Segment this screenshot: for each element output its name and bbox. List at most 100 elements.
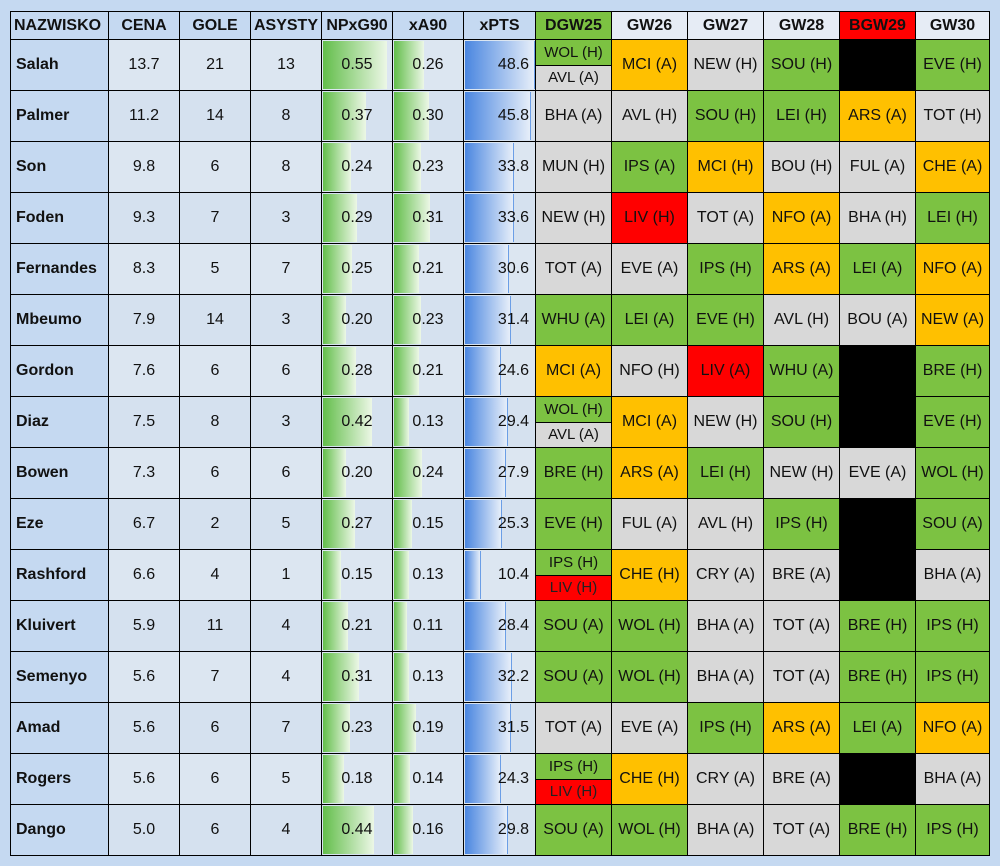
fixture-cell: WHU (A) [763, 345, 840, 397]
xpts-cell-value: 33.8 [497, 158, 530, 175]
fixture-cell: TOT (A) [535, 243, 612, 295]
fixture-cell: TOT (A) [687, 192, 764, 244]
npxg90-cell: 0.25 [321, 243, 393, 295]
fixture-cell: EVE (H) [915, 39, 990, 91]
goals-cell: 21 [179, 39, 251, 91]
npxg90-cell: 0.31 [321, 651, 393, 703]
xpts-cell: 33.8 [463, 141, 536, 193]
goals-cell: 11 [179, 600, 251, 652]
fixture-cell: BHA (A) [915, 753, 990, 805]
xa90-cell: 0.26 [392, 39, 464, 91]
npxg90-cell-value: 0.20 [341, 464, 373, 481]
xa90-cell: 0.24 [392, 447, 464, 499]
npxg90-cell-bar [323, 92, 367, 140]
xpts-cell: 24.6 [463, 345, 536, 397]
xpts-cell: 25.3 [463, 498, 536, 550]
player-name: Bowen [10, 447, 109, 499]
fixture-cell: EVE (A) [611, 702, 688, 754]
npxg90-cell-bar [323, 449, 347, 497]
fixture-cell: EVE (H) [687, 294, 764, 346]
xpts-cell-value: 25.3 [497, 515, 530, 532]
assists-cell: 3 [250, 294, 322, 346]
fixture-cell: IPS (H) LIV (H) [535, 549, 612, 601]
npxg90-cell-value: 0.28 [341, 362, 373, 379]
xpts-cell-bar [465, 143, 514, 191]
fixture-cell: WOL (H) AVL (A) [535, 39, 612, 91]
npxg90-cell: 0.55 [321, 39, 393, 91]
player-name: Gordon [10, 345, 109, 397]
fixture-cell: BRE (A) [763, 753, 840, 805]
header-dgw25: DGW25 [535, 11, 612, 40]
fixture-cell: FUL (A) [839, 141, 916, 193]
fixture-cell: BRE (H) [839, 600, 916, 652]
assists-cell: 6 [250, 447, 322, 499]
xa90-cell-bar [394, 245, 419, 293]
npxg90-cell-bar [323, 551, 341, 599]
xa90-cell: 0.31 [392, 192, 464, 244]
goals-cell: 7 [179, 192, 251, 244]
fixture-cell: SOU (A) [535, 804, 612, 856]
fixture-cell: NEW (H) [687, 39, 764, 91]
xa90-cell-bar [394, 296, 421, 344]
npxg90-cell: 0.20 [321, 447, 393, 499]
assists-cell: 3 [250, 192, 322, 244]
fixture-cell: BRE (A) [763, 549, 840, 601]
npxg90-cell-value: 0.25 [341, 260, 373, 277]
price-cell: 6.6 [108, 549, 180, 601]
xpts-cell-value: 28.4 [497, 617, 530, 634]
xa90-cell-bar [394, 551, 410, 599]
npxg90-cell-value: 0.24 [341, 158, 373, 175]
xa90-cell-bar [394, 500, 412, 548]
xpts-cell-bar [465, 602, 507, 650]
xa90-cell: 0.13 [392, 396, 464, 448]
xa90-cell-value: 0.19 [412, 719, 444, 736]
xa90-cell-bar [394, 194, 431, 242]
npxg90-cell-bar [323, 347, 356, 395]
xpts-cell-bar [465, 653, 512, 701]
npxg90-cell-bar [323, 653, 360, 701]
npxg90-cell-value: 0.31 [341, 668, 373, 685]
npxg90-cell-bar [323, 143, 351, 191]
double-fixture: WOL (H) AVL (A) [536, 40, 611, 90]
assists-cell: 7 [250, 243, 322, 295]
fixture-cell: AVL (H) [611, 90, 688, 142]
assists-cell: 1 [250, 549, 322, 601]
goals-cell: 6 [179, 702, 251, 754]
fixture-sub: WOL (H) [536, 40, 611, 65]
npxg90-cell: 0.24 [321, 141, 393, 193]
header-assists: ASYSTY [250, 11, 322, 40]
npxg90-cell-bar [323, 194, 357, 242]
player-name: Rogers [10, 753, 109, 805]
fixture-cell: BRE (H) [535, 447, 612, 499]
npxg90-cell-value: 0.15 [341, 566, 373, 583]
npxg90-cell-value: 0.29 [341, 209, 373, 226]
npxg90-cell-bar [323, 704, 350, 752]
goals-cell: 6 [179, 141, 251, 193]
npxg90-cell-bar [323, 296, 347, 344]
fixture-cell: TOT (H) [915, 90, 990, 142]
header-npxg90: NPxG90 [321, 11, 393, 40]
xa90-cell-value: 0.26 [412, 56, 444, 73]
fixture-cell: ARS (A) [839, 90, 916, 142]
assists-cell: 4 [250, 600, 322, 652]
double-fixture: IPS (H) LIV (H) [536, 550, 611, 600]
xa90-cell-bar [394, 602, 407, 650]
npxg90-cell-bar [323, 41, 388, 89]
fixture-cell: BRE (H) [839, 804, 916, 856]
fixture-cell [839, 345, 916, 397]
assists-cell: 5 [250, 753, 322, 805]
price-cell: 5.6 [108, 702, 180, 754]
player-name: Fernandes [10, 243, 109, 295]
fixture-cell: MCI (A) [611, 39, 688, 91]
xa90-cell-bar [394, 653, 410, 701]
goals-cell: 6 [179, 345, 251, 397]
npxg90-cell-value: 0.20 [341, 311, 373, 328]
xpts-cell-value: 33.6 [497, 209, 530, 226]
npxg90-cell-value: 0.27 [341, 515, 373, 532]
fixture-cell: SOU (A) [915, 498, 990, 550]
fixture-cell: ARS (A) [611, 447, 688, 499]
table-row: Eze 6.7 2 5 0.27 0.15 25.3 EVE (H) FUL (A) AVL (H… [10, 498, 990, 550]
fixture-cell: WOL (H) [611, 651, 688, 703]
player-name: Mbeumo [10, 294, 109, 346]
npxg90-cell-bar [323, 806, 375, 854]
